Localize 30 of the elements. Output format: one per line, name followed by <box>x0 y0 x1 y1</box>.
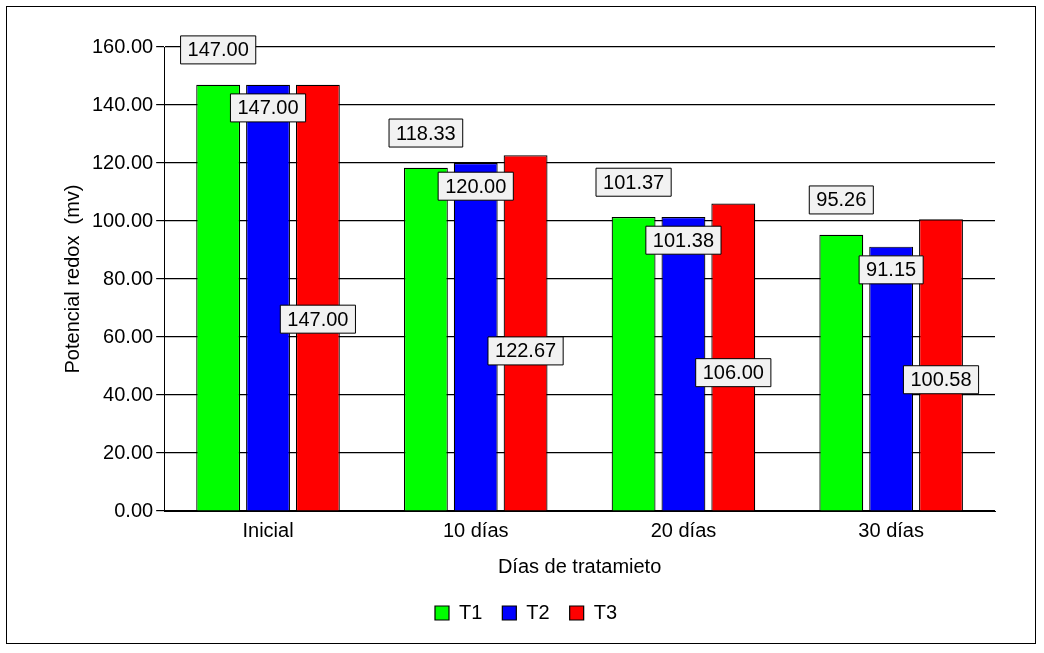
data-label: 147.00 <box>287 307 349 330</box>
data-label: 147.00 <box>187 38 249 61</box>
data-label: 118.33 <box>396 121 456 144</box>
data-label: 100.58 <box>910 368 972 391</box>
y-tick-label: 160.00 <box>92 34 154 57</box>
data-label: 120.00 <box>445 174 507 197</box>
y-tick-label: 0.00 <box>114 498 154 521</box>
x-axis-title: Días de tratamieto <box>497 554 662 577</box>
legend-label: T1 <box>458 600 483 623</box>
data-label: 91.15 <box>866 258 917 281</box>
x-tick-label: 30 días <box>858 518 924 541</box>
data-label: 101.37 <box>603 170 665 193</box>
legend-label: T3 <box>593 600 618 623</box>
y-axis-title: Potencial redox (mv) <box>60 184 83 374</box>
x-tick-label: 20 días <box>650 518 717 541</box>
y-tick-label: 20.00 <box>103 440 154 463</box>
data-label: 147.00 <box>237 96 299 119</box>
y-tick-label: 60.00 <box>103 324 154 347</box>
y-tick-label: 40.00 <box>103 382 154 405</box>
y-tick-label: 140.00 <box>92 92 154 115</box>
data-label: 106.00 <box>702 361 764 384</box>
data-label: 101.38 <box>652 228 715 251</box>
y-tick-label: 100.00 <box>92 208 154 231</box>
x-tick-label: Inicial <box>242 518 294 541</box>
y-tick-label: 80.00 <box>103 266 154 289</box>
data-label: 95.26 <box>816 188 867 211</box>
data-label: 122.67 <box>495 339 557 362</box>
x-tick-label: 10 días <box>442 518 509 541</box>
y-tick-label: 120.00 <box>92 150 154 173</box>
legend-label: T2 <box>526 600 550 623</box>
